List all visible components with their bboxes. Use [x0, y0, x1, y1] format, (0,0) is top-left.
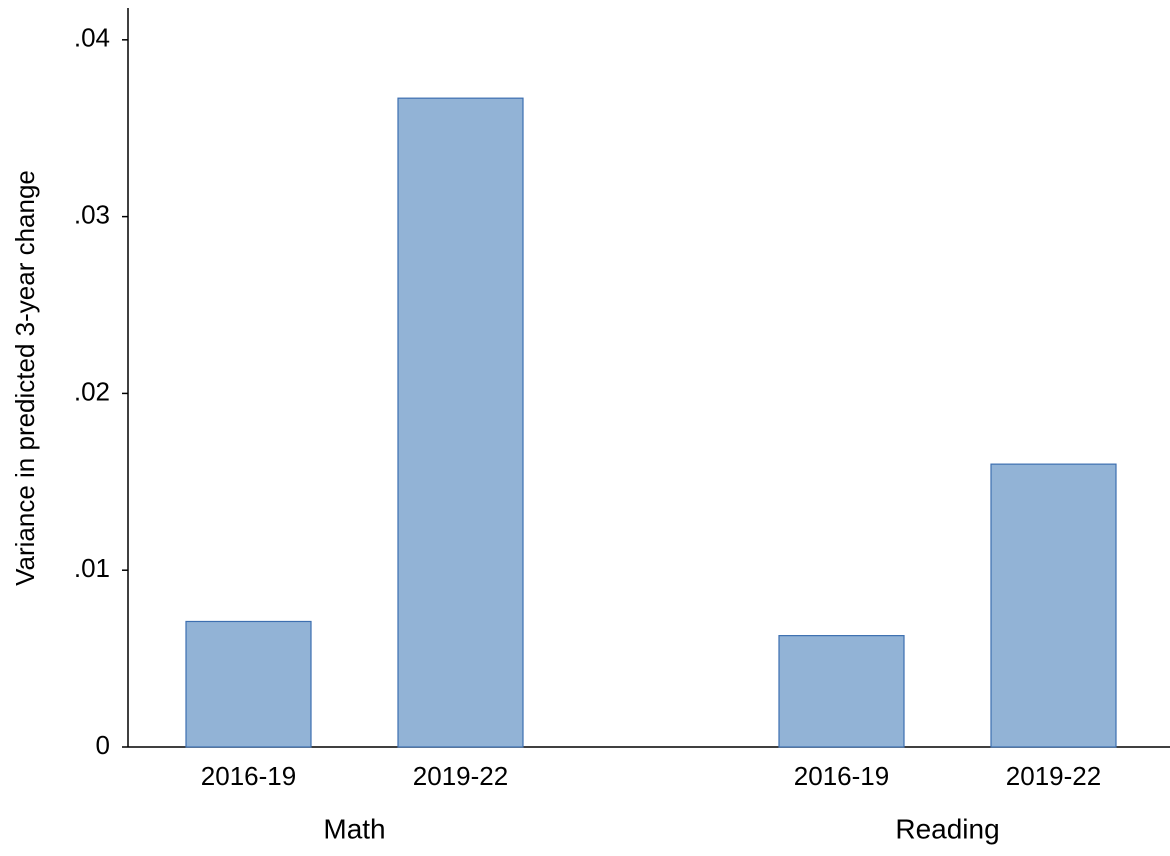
group-label: Math [323, 813, 385, 844]
bar [397, 97, 524, 748]
x-tick-label: 2016-19 [201, 761, 296, 791]
y-tick-label: .02 [74, 376, 110, 406]
y-tick-label: .04 [74, 23, 110, 53]
x-tick-label: 2019-22 [413, 761, 508, 791]
group-label: Reading [895, 813, 999, 844]
y-axis-label: Variance in predicted 3-year change [10, 170, 40, 586]
x-tick-label: 2016-19 [794, 761, 889, 791]
bar [778, 635, 905, 748]
bar [185, 620, 312, 748]
y-tick-label: .01 [74, 553, 110, 583]
x-tick-label: 2019-22 [1006, 761, 1101, 791]
bar [990, 463, 1117, 748]
y-tick-label: .03 [74, 199, 110, 229]
y-tick-label: 0 [96, 730, 110, 760]
